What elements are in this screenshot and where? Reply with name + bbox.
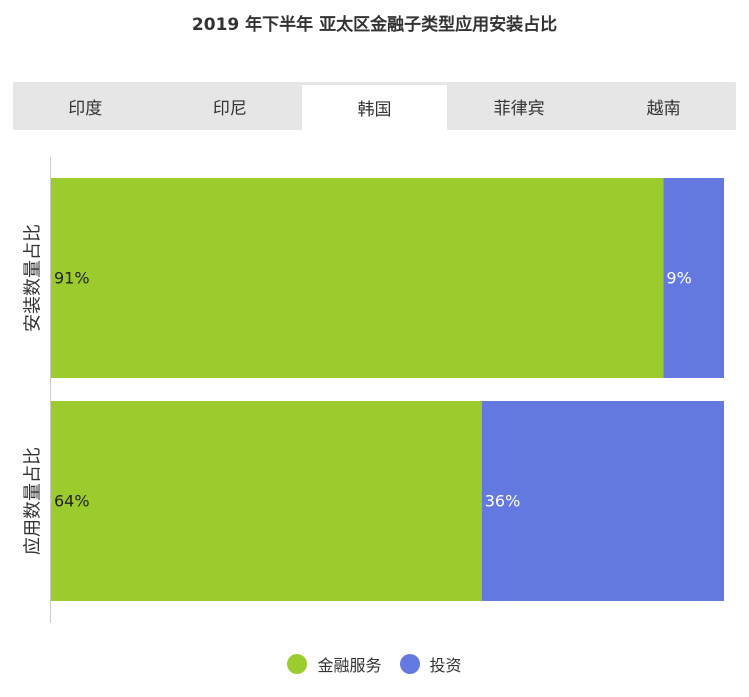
country-tabs: 印度 印尼 韩国 菲律宾 越南 xyxy=(13,82,736,130)
stacked-bar-chart: 安装数量占比 91% 9% 应用数量占比 64% 36% xyxy=(23,157,724,623)
tab-philippines[interactable]: 菲律宾 xyxy=(493,98,545,119)
legend-dot-financial-services xyxy=(287,654,308,674)
bar-segment[interactable] xyxy=(51,401,482,601)
legend-item-investment[interactable]: 投资 xyxy=(399,652,462,676)
legend-dot-investment xyxy=(399,654,420,674)
bar-segment[interactable] xyxy=(51,178,664,378)
tab-vietnam[interactable]: 越南 xyxy=(646,98,681,119)
tab-korea[interactable]: 韩国 xyxy=(302,85,447,130)
tab-india[interactable]: 印度 xyxy=(68,98,103,119)
legend-label-investment: 投资 xyxy=(429,656,462,675)
tab-indonesia[interactable]: 印尼 xyxy=(212,98,247,119)
y-tick-label: 应用数量占比 xyxy=(23,447,44,555)
y-tick-label: 安装数量占比 xyxy=(23,224,44,332)
data-label: 36% xyxy=(485,492,521,511)
data-label: 9% xyxy=(666,269,691,288)
bar-segment[interactable] xyxy=(663,178,724,378)
legend-item-financial-services[interactable]: 金融服务 xyxy=(287,652,382,676)
bar-segment[interactable] xyxy=(481,401,724,601)
chart-title: 2019 年下半年 亚太区金融子类型应用安装占比 xyxy=(191,15,558,35)
data-label: 91% xyxy=(54,269,90,288)
data-label: 64% xyxy=(54,492,90,511)
legend-label-financial-services: 金融服务 xyxy=(317,656,382,675)
legend: 金融服务 投资 xyxy=(0,652,749,676)
